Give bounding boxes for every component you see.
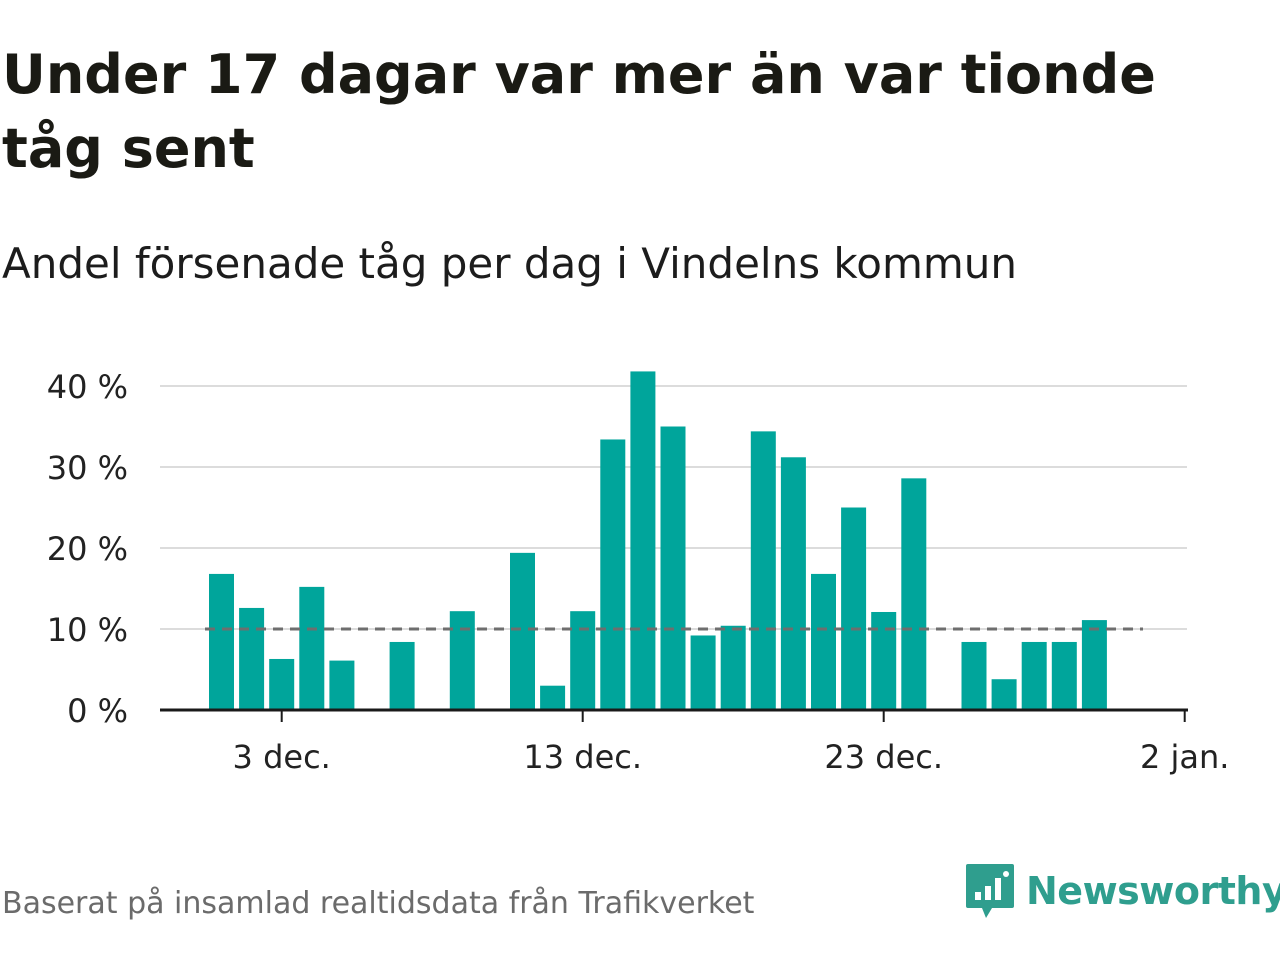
bar — [389, 641, 415, 710]
bar — [811, 573, 836, 710]
bar — [871, 611, 897, 710]
x-axis-labels: 3 dec. 13 dec. 23 dec. 2 jan. — [233, 738, 1230, 776]
bar — [1021, 641, 1047, 710]
bar — [239, 607, 265, 710]
brand-logo: Newsworthy — [964, 862, 1280, 920]
source-note: Baserat på insamlad realtidsdata från Tr… — [2, 886, 755, 921]
y-tick-label: 20 % — [47, 530, 128, 568]
bar — [570, 611, 596, 710]
bar — [299, 586, 325, 710]
bar — [449, 611, 475, 710]
bar — [329, 660, 355, 710]
y-tick-label: 0 % — [67, 692, 128, 730]
bar — [600, 439, 626, 710]
bar — [540, 685, 566, 710]
chart-subtitle: Andel försenade tåg per dag i Vindelns k… — [2, 239, 1018, 288]
y-axis-labels: 0 % 10 % 20 % 30 % 40 % — [47, 368, 128, 730]
bar-chart: 0 % 10 % 20 % 30 % 40 % 3 dec. 13 dec. 23 dec.… — [47, 368, 1230, 776]
bar — [510, 552, 535, 710]
bar — [209, 573, 234, 710]
bar — [991, 679, 1017, 710]
bars — [209, 371, 1107, 710]
bar — [1051, 641, 1077, 710]
bar — [690, 635, 716, 710]
newsworthy-logo-icon — [966, 864, 1014, 918]
bar — [1081, 620, 1107, 710]
bar — [269, 658, 295, 710]
x-tick-label: 3 dec. — [233, 738, 331, 776]
bar — [660, 426, 686, 710]
bar — [720, 625, 746, 710]
x-tick-label: 2 jan. — [1140, 738, 1229, 776]
y-tick-label: 30 % — [47, 449, 128, 487]
bar — [780, 457, 806, 710]
chart-title: Under 17 dagar var mer än var tionde tåg… — [2, 43, 1156, 180]
bar — [630, 371, 656, 710]
y-tick-label: 10 % — [47, 611, 128, 649]
x-axis — [160, 708, 1188, 722]
bar — [901, 478, 927, 710]
y-tick-label: 40 % — [47, 368, 128, 406]
x-tick-label: 23 dec. — [824, 738, 943, 776]
bar — [961, 641, 987, 710]
bar — [841, 507, 867, 710]
x-tick-label: 13 dec. — [523, 738, 642, 776]
bar — [750, 431, 776, 710]
brand-name: Newsworthy — [1026, 869, 1280, 913]
